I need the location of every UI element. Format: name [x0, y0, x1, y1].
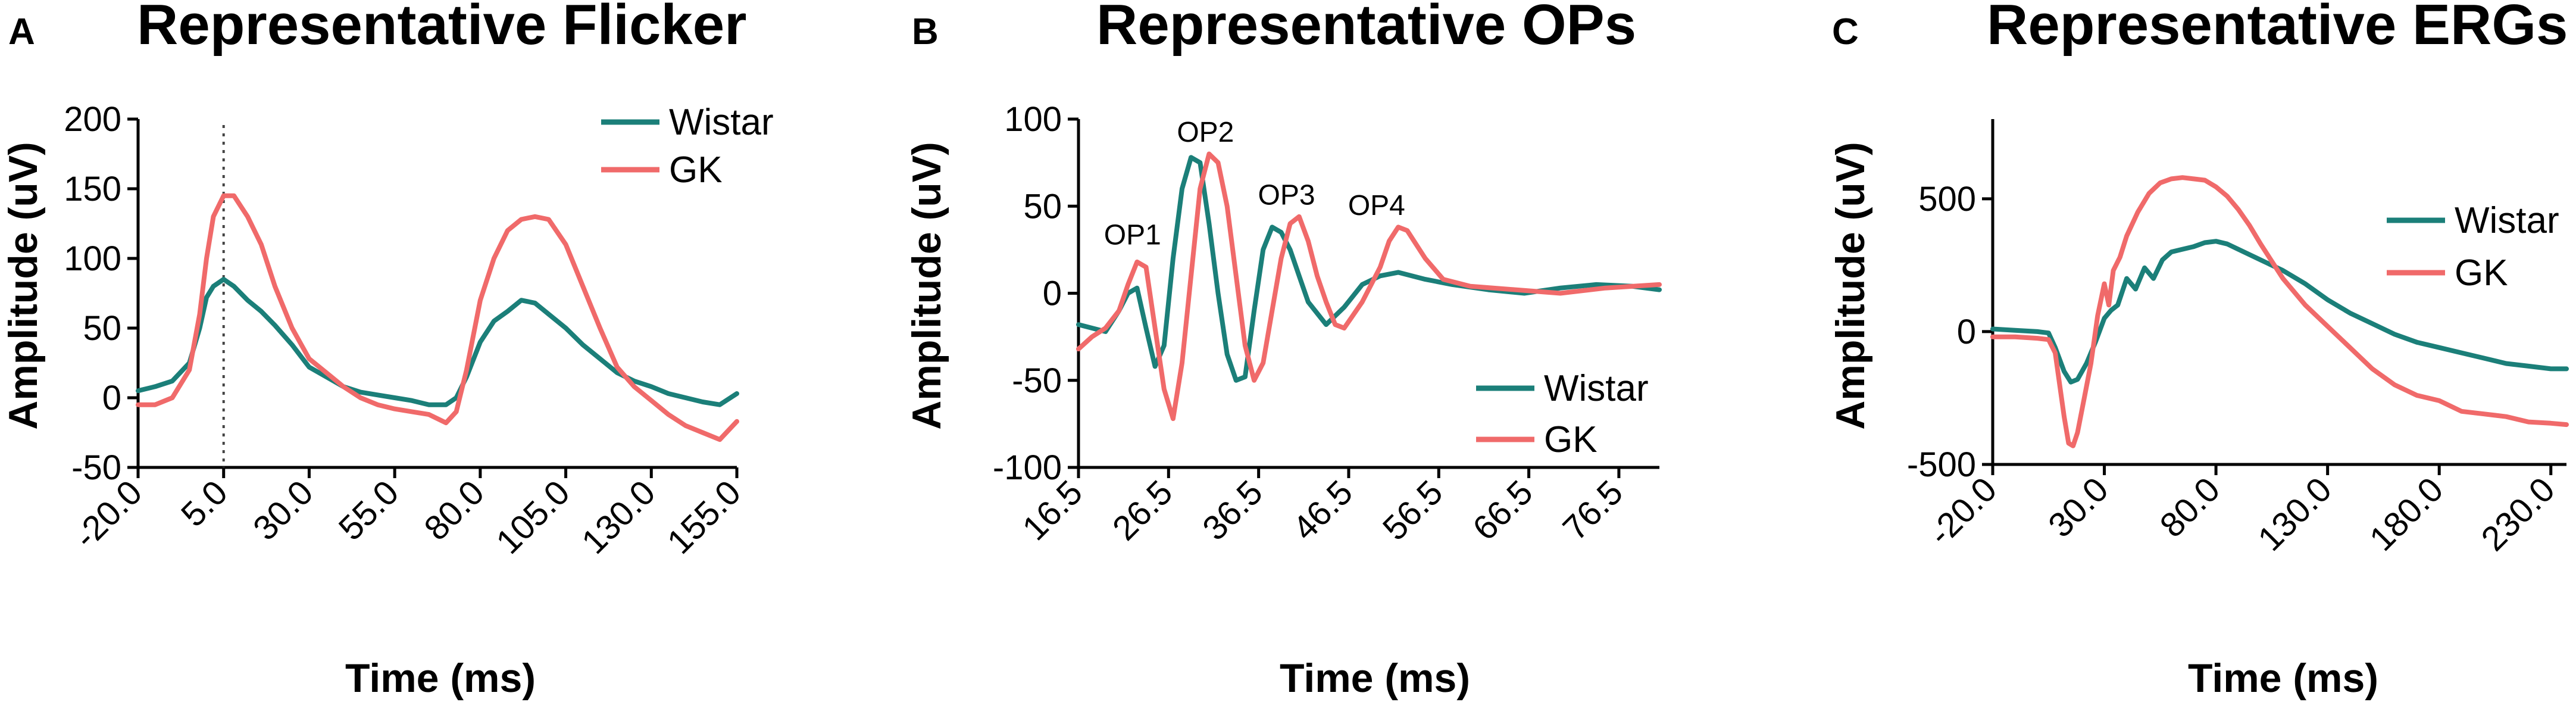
x-tick-label: 76.5	[1555, 473, 1630, 548]
y-tick-label: 100	[64, 239, 121, 278]
panel-a-title: Representative Flicker	[137, 0, 747, 57]
y-tick-label: 50	[1023, 187, 1062, 226]
x-tick-label: 105.0	[489, 473, 577, 561]
x-tick-label: 26.5	[1105, 473, 1180, 548]
panel-a-x-axis-title: Time (ms)	[345, 656, 536, 701]
series-line-gk	[1076, 151, 1662, 422]
panel-c-legend: Wistar GK	[2387, 200, 2559, 294]
legend-wistar-label: Wistar	[2455, 200, 2559, 241]
x-tick-label: 55.0	[332, 473, 407, 548]
x-tick-label: 230.0	[2474, 470, 2562, 559]
panel-b-title: Representative OPs	[1096, 0, 1636, 57]
x-tick-label: 180.0	[2362, 470, 2451, 559]
y-tick-label: 0	[102, 379, 121, 417]
panel-a: A Representative Flicker Amplitude (uV) …	[1, 0, 774, 701]
y-tick-label: -500	[1907, 445, 1976, 484]
panel-a-legend: Wistar GK	[601, 102, 774, 191]
x-tick-label: 5.0	[174, 473, 235, 534]
y-tick-label: 100	[1004, 100, 1062, 139]
panel-c-title: Representative ERGs	[1987, 0, 2568, 57]
annotation-op2: OP2	[1177, 117, 1234, 148]
x-tick-label: 30.0	[246, 473, 321, 548]
x-tick-label: 66.5	[1465, 473, 1540, 548]
series-line-wistar	[1990, 239, 2569, 385]
series-line-wistar	[136, 277, 739, 407]
series-line-wistar	[1076, 155, 1662, 383]
y-tick-label: 0	[1957, 313, 1976, 351]
series-line-gk	[136, 193, 739, 442]
legend-gk-label: GK	[2455, 252, 2508, 294]
y-tick-label: 0	[1043, 274, 1062, 313]
panel-b-x-axis-title: Time (ms)	[1280, 656, 1470, 701]
y-tick-label: 50	[83, 309, 121, 348]
y-tick-label: -50	[71, 448, 121, 487]
x-tick-label: 36.5	[1195, 473, 1270, 548]
panel-letter-b: B	[912, 11, 939, 52]
y-tick-label: -50	[1012, 361, 1062, 400]
legend-wistar-label: Wistar	[1544, 368, 1649, 409]
x-tick-label: 56.5	[1375, 473, 1450, 548]
panel-c: C Representative ERGs Amplitude (uV) Tim…	[1828, 0, 2568, 701]
y-tick-label: 200	[64, 100, 121, 139]
x-tick-label: 46.5	[1285, 473, 1360, 548]
series-line-gk	[1990, 175, 2569, 448]
annotation-op4: OP4	[1348, 190, 1405, 222]
panel-b-y-axis-title: Amplitude (uV)	[904, 142, 949, 430]
x-tick-label: 130.0	[574, 473, 663, 561]
panel-a-y-axis-title: Amplitude (uV)	[1, 142, 46, 430]
x-tick-label: 155.0	[660, 473, 749, 561]
panel-c-x-axis-title: Time (ms)	[2188, 656, 2378, 701]
x-tick-label: 80.0	[2153, 470, 2228, 545]
legend-gk-label: GK	[669, 149, 723, 191]
y-tick-label: -100	[993, 448, 1062, 487]
x-tick-label: 30.0	[2041, 470, 2116, 545]
legend-wistar-label: Wistar	[669, 102, 774, 143]
legend-gk-label: GK	[1544, 419, 1598, 460]
panel-b: B Representative OPs Amplitude (uV) Time…	[904, 0, 1649, 701]
annotation-op3: OP3	[1258, 179, 1315, 211]
x-tick-label: 80.0	[417, 473, 492, 548]
panel-letter-a: A	[8, 11, 35, 52]
panel-c-y-axis-title: Amplitude (uV)	[1828, 142, 1873, 430]
annotation-op1: OP1	[1104, 220, 1161, 251]
panel-letter-c: C	[1832, 11, 1859, 52]
y-tick-label: 500	[1918, 180, 1976, 219]
x-tick-label: 130.0	[2250, 470, 2339, 559]
panel-b-legend: Wistar GK	[1476, 368, 1649, 460]
y-tick-label: 150	[64, 170, 121, 208]
